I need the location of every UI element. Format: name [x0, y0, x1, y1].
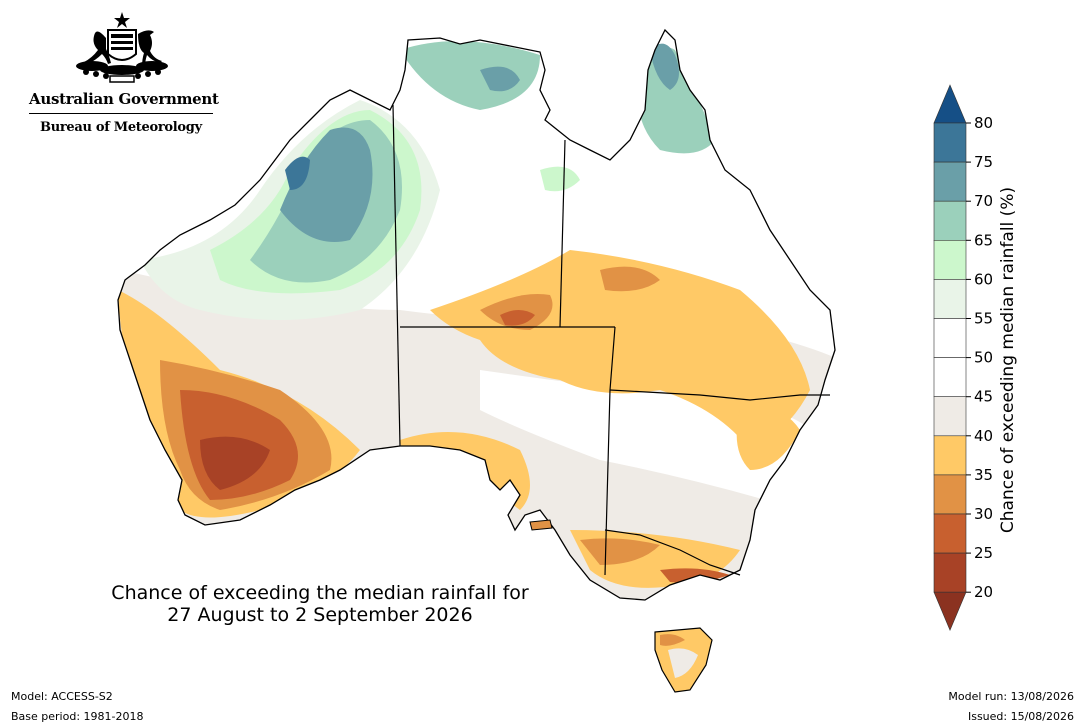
map-title-line2: 27 August to 2 September 2026: [167, 604, 473, 626]
government-name: Australian Government: [29, 90, 219, 108]
border-wa: [392, 104, 401, 447]
zone-35-40-nsw: [736, 407, 800, 470]
legend-band-20-25: [933, 552, 967, 593]
legend-tick-label: 40: [974, 427, 993, 445]
legend-tick-label: 60: [974, 270, 993, 288]
legend-tick-label: 75: [974, 153, 993, 171]
model-run: Model run: 13/08/2026: [948, 690, 1074, 703]
legend-band-30-35: [933, 474, 967, 515]
zone-65-70-top-end: [400, 41, 540, 110]
legend-band-70-75: [933, 161, 967, 202]
bureau-name: Bureau of Meteorology: [40, 120, 202, 135]
base-period: Base period: 1981-2018: [11, 710, 144, 723]
legend-band-45-50: [933, 357, 967, 398]
kangaroo-island: [529, 519, 553, 531]
zone-60-65-central-north: [540, 166, 580, 192]
legend-tick-label: 20: [974, 583, 993, 601]
legend-band-50-55: [933, 318, 967, 358]
legend-tick-label: 25: [974, 544, 993, 562]
legend-tick-label: 70: [974, 192, 993, 210]
legend-tick-label: 80: [974, 114, 993, 132]
zone-70-75: [280, 127, 373, 242]
legend-band-above-80: [933, 84, 967, 124]
zone-30-35-vic: [580, 538, 660, 565]
issued-date: Issued: 15/08/2026: [967, 710, 1074, 723]
legend-band-40-45: [933, 396, 967, 437]
legend-tick-label: 45: [974, 388, 993, 406]
zone-30-35-qld: [600, 266, 660, 292]
tasmania-orange-zone: [660, 634, 685, 646]
zone-25-30-central: [500, 310, 535, 326]
model-label: Model: ACCESS-S2: [11, 690, 113, 703]
map-title: Chance of exceeding the median rainfall …: [60, 582, 580, 626]
legend-tick-label: 65: [974, 231, 993, 249]
legend-band-55-60: [933, 279, 967, 319]
legend-band-60-65: [933, 240, 967, 280]
legend-band-75-80: [933, 122, 967, 163]
coastline: [117, 28, 836, 601]
zone-75-80: [285, 156, 310, 190]
legend-colorbar: 80 75 70 65 60 55 50 45 40 35 30 25 20: [933, 84, 993, 631]
tasmania-neutral-zone: [668, 648, 698, 678]
legend-band-below-20: [933, 591, 967, 631]
zone-65-70-cape-york: [637, 47, 715, 154]
australia-rainfall-map: [117, 28, 836, 693]
legend-band-65-70: [933, 200, 967, 241]
border-nsw-vic: [604, 529, 741, 576]
state-borders: [392, 104, 830, 576]
commonwealth-coat-of-arms-icon: [76, 12, 168, 83]
border-nt-qld: [559, 139, 566, 328]
border-qld-nsw: [609, 389, 830, 401]
logo-divider: [29, 113, 213, 114]
zone-70-75-top-end: [480, 66, 520, 92]
legend-band-35-40: [933, 435, 967, 476]
bom-logo: [26, 10, 216, 140]
zone-70-75-cape-york: [650, 43, 679, 90]
legend-tick-label: 50: [974, 349, 993, 367]
legend-band-25-30: [933, 513, 967, 554]
legend-tick-label: 55: [974, 310, 993, 328]
map-title-line1: Chance of exceeding the median rainfall …: [111, 582, 529, 604]
legend-tick-label: 30: [974, 505, 993, 523]
zone-20-25-wa: [200, 436, 270, 490]
legend-title-text: Chance of exceeding median rainfall (%): [998, 186, 1018, 534]
legend-tick-label: 35: [974, 466, 993, 484]
